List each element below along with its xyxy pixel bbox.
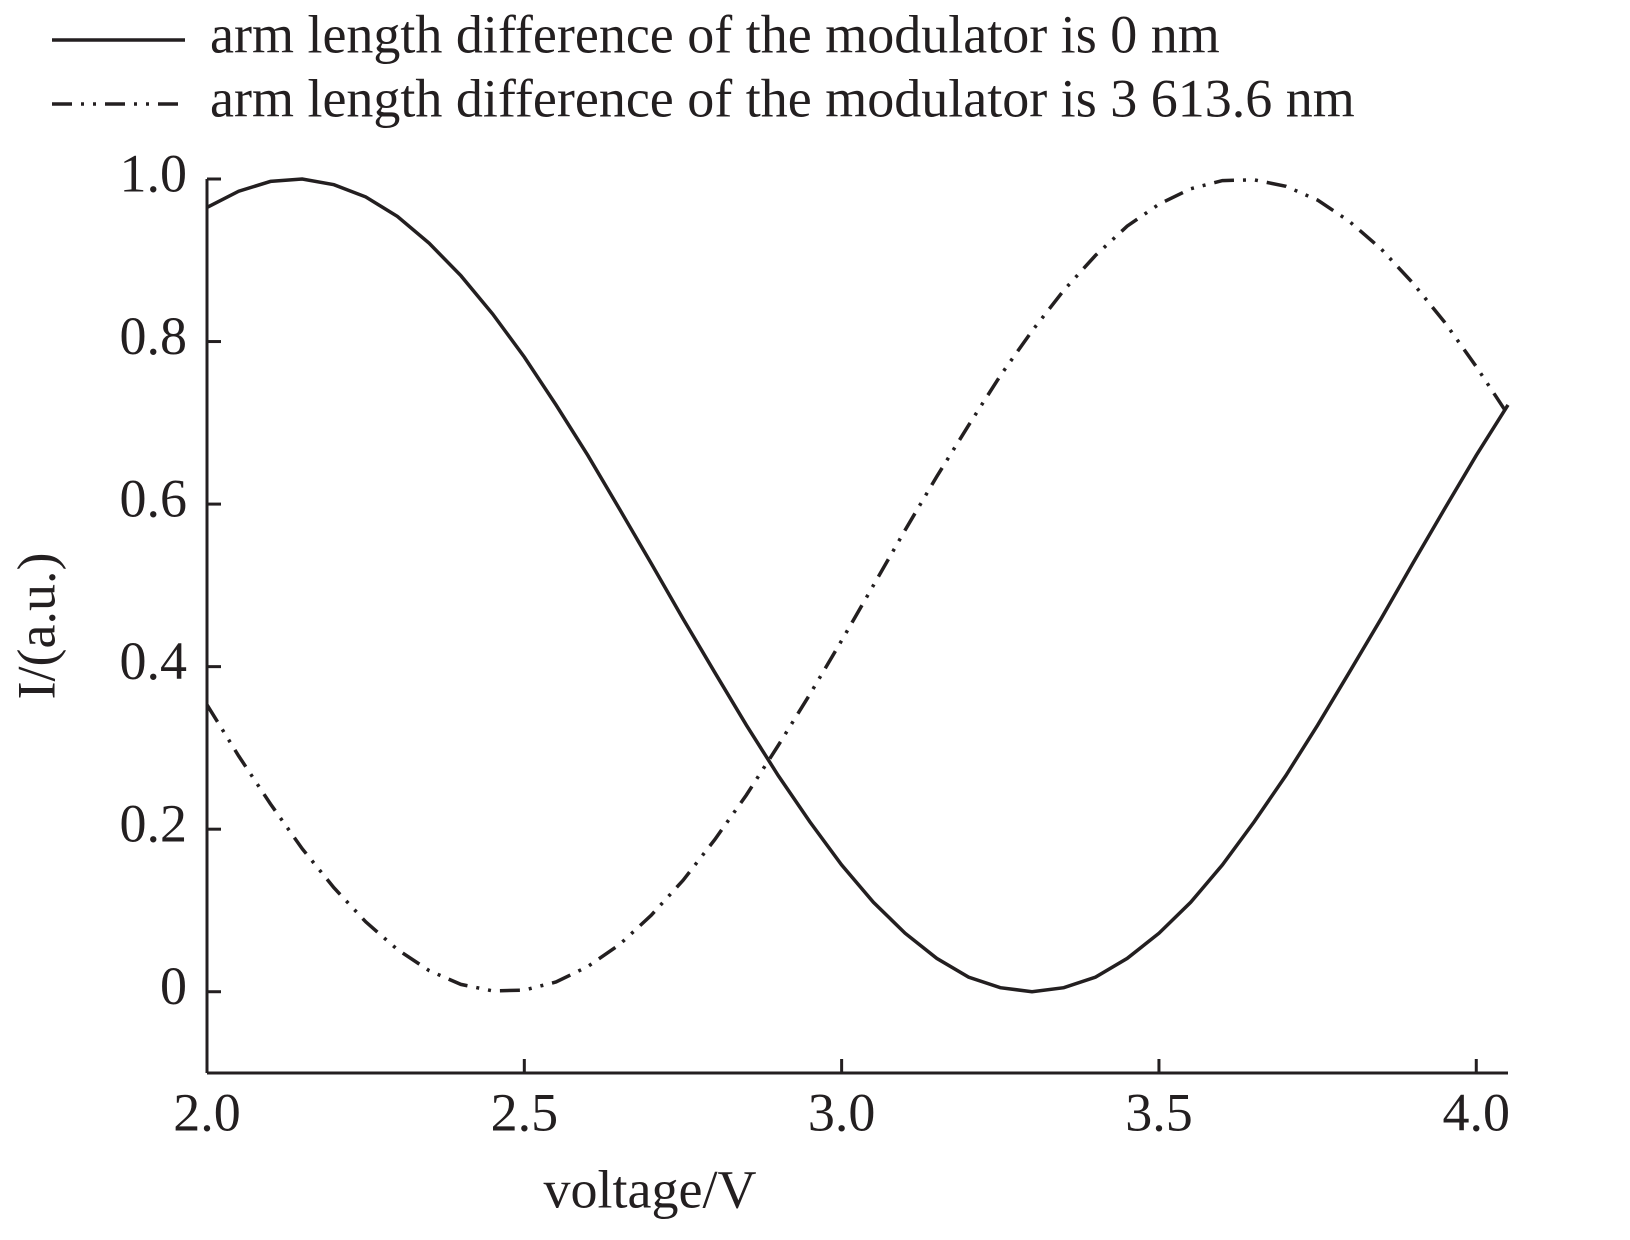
x-axis-label: voltage/V xyxy=(544,1159,757,1219)
data-line xyxy=(205,178,1510,993)
legend-label: arm length difference of the modulator i… xyxy=(210,4,1220,64)
x-tick-label: 2.5 xyxy=(491,1082,559,1142)
x-tick-label: 3.0 xyxy=(808,1082,876,1142)
y-tick-label: 0.4 xyxy=(120,631,188,691)
y-tick-label: 0.8 xyxy=(120,306,188,366)
y-axis-label: I/(a.u.) xyxy=(6,553,66,700)
x-tick-label: 4.0 xyxy=(1443,1082,1511,1142)
y-tick-label: 0.6 xyxy=(120,468,188,528)
y-tick-label: 0.2 xyxy=(120,794,188,854)
y-tick-label: 1.0 xyxy=(120,143,188,203)
x-tick-label: 2.0 xyxy=(173,1082,241,1142)
x-tick-label: 3.5 xyxy=(1125,1082,1193,1142)
data-line xyxy=(206,177,1510,994)
legend-label: arm length difference of the modulator i… xyxy=(210,68,1355,128)
y-tick-label: 0 xyxy=(160,956,187,1016)
